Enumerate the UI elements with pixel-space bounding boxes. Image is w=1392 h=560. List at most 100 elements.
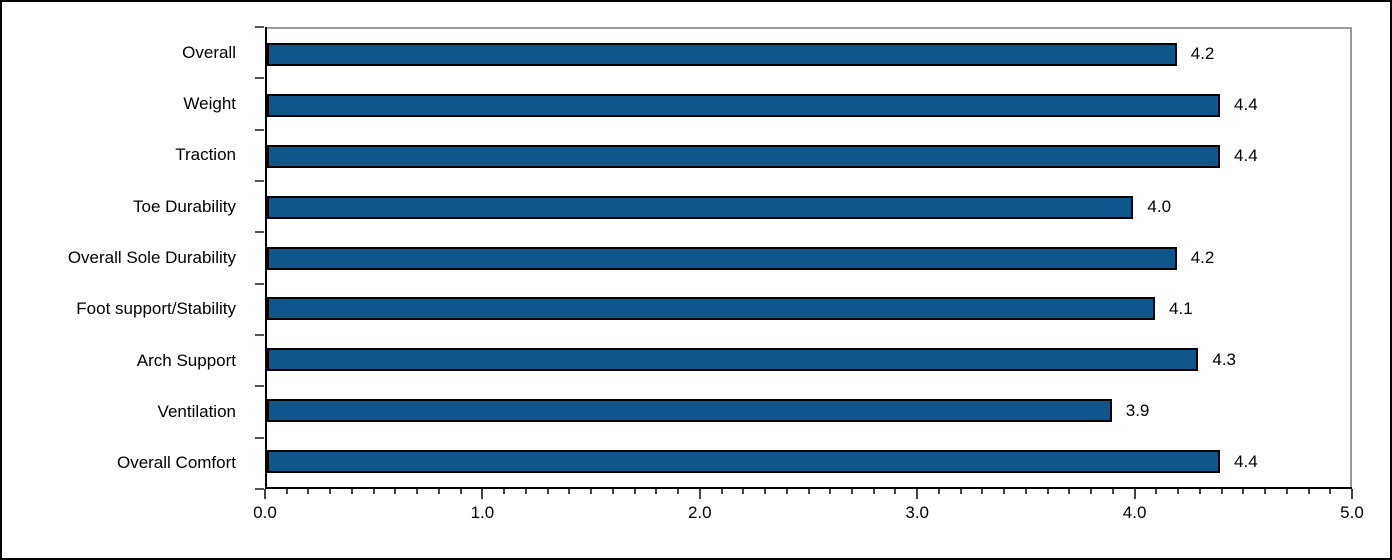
x-axis-minor-tick [307, 489, 310, 494]
category-label: Overall Comfort [116, 453, 236, 473]
y-axis-tick [255, 77, 264, 80]
x-axis-minor-tick [850, 489, 853, 494]
bar [267, 297, 1156, 321]
bar-row: 4.3 [267, 334, 1350, 385]
x-axis-minor-tick [394, 489, 397, 494]
x-axis-minor-tick [329, 489, 332, 494]
category-label: Traction [175, 145, 236, 165]
category-label: Foot support/Stability [76, 299, 236, 319]
bar-value-label: 4.0 [1147, 197, 1172, 217]
bar [267, 399, 1112, 423]
bar-value-label: 3.9 [1125, 400, 1150, 420]
x-axis-major-tick [264, 489, 266, 499]
x-axis-minor-tick [872, 489, 875, 494]
x-axis-minor-tick [894, 489, 897, 494]
x-axis-minor-tick [568, 489, 571, 494]
x-axis-minor-tick [459, 489, 462, 494]
x-axis-line [265, 487, 1352, 489]
x-axis-minor-tick [503, 489, 506, 494]
y-axis-tick [255, 333, 264, 336]
x-axis-minor-tick [1242, 489, 1245, 494]
bar-row: 4.0 [267, 182, 1350, 233]
bar-row: 4.4 [267, 436, 1350, 487]
x-axis-tick-label: 1.0 [470, 503, 495, 522]
x-axis-tick-label: 3.0 [905, 503, 930, 522]
bar-value-label: 4.2 [1190, 248, 1215, 267]
x-axis-minor-tick [1264, 489, 1267, 494]
x-axis-minor-tick [764, 489, 767, 494]
category-label: Arch Support [136, 350, 236, 370]
x-axis-minor-tick [1177, 489, 1180, 494]
x-axis-minor-tick [350, 489, 353, 494]
x-axis-minor-tick [937, 489, 940, 494]
x-axis-minor-tick [981, 489, 984, 494]
x-axis-minor-tick [1111, 489, 1114, 494]
y-axis-tick [255, 231, 264, 234]
bar [267, 195, 1134, 219]
bar-value-label: 4.3 [1212, 349, 1237, 369]
x-axis-major-tick [1133, 489, 1136, 499]
x-axis-minor-tick [546, 489, 549, 494]
category-label: Toe Durability [133, 196, 236, 216]
x-axis-minor-tick [829, 489, 832, 494]
x-axis-tick-labels: 0.0 1.0 2.0 3.0 4.0 5.0 [253, 503, 1364, 527]
category-axis-labels: Overall Weight Traction Toe Durability Overa… [2, 27, 251, 489]
x-axis-minor-tick [1024, 489, 1027, 494]
x-axis-minor-tick [1046, 489, 1049, 494]
bar-value-label: 4.4 [1234, 95, 1258, 115]
x-axis-minor-tick [677, 489, 680, 494]
x-axis-minor-tick [1198, 489, 1201, 494]
x-axis-minor-tick [655, 489, 658, 494]
x-axis-minor-tick [742, 489, 745, 494]
bar-row: 4.2 [267, 233, 1350, 284]
bar-row: 4.2 [267, 29, 1350, 80]
bar [267, 93, 1221, 117]
x-axis-major-tick [698, 489, 701, 499]
x-axis-tick-label: 0.0 [253, 503, 277, 522]
x-axis-minor-tick [1090, 489, 1093, 494]
x-axis-minor-tick [372, 489, 375, 494]
bar-value-label: 4.1 [1169, 298, 1193, 318]
x-axis-minor-tick [285, 489, 288, 494]
bar-row: 4.1 [267, 283, 1350, 334]
x-axis-minor-tick [1068, 489, 1071, 494]
plot-border-top [265, 27, 1352, 29]
y-axis-tick [255, 128, 264, 131]
bar-value-label: 4.4 [1234, 146, 1258, 166]
bar [267, 144, 1221, 168]
x-axis-minor-tick [416, 489, 419, 494]
x-axis-tick-label: 5.0 [1340, 503, 1364, 522]
y-axis-line [265, 27, 267, 489]
y-axis-tick [255, 436, 264, 439]
x-axis-major-tick [1351, 489, 1353, 499]
x-axis-minor-tick [590, 489, 593, 494]
bar-value-label: 4.2 [1190, 44, 1215, 64]
x-axis-minor-tick [611, 489, 614, 494]
bar [267, 42, 1177, 66]
bar-row: 4.4 [267, 80, 1350, 131]
category-label: Overall [182, 42, 236, 62]
category-label: Ventilation [157, 401, 236, 421]
x-axis-minor-tick [1307, 489, 1310, 494]
x-axis-minor-tick [785, 489, 788, 494]
x-axis-minor-tick [1220, 489, 1223, 494]
bar-row: 3.9 [267, 385, 1350, 436]
x-axis-ticks [264, 489, 1353, 503]
bar-value-label: 4.4 [1234, 451, 1258, 471]
bar [267, 246, 1177, 270]
x-axis-minor-tick [959, 489, 962, 494]
y-axis-tick [255, 179, 264, 182]
x-axis-minor-tick [1155, 489, 1158, 494]
plot-area: 4.2 4.4 4.4 4.0 4.2 4.1 4.3 3.9 4.4 0.0 1.0 2.0 3.0… [253, 26, 1364, 522]
bar [267, 450, 1221, 474]
bar-row: 4.4 [267, 131, 1350, 182]
x-axis-minor-tick [1329, 489, 1332, 494]
x-axis-tick-label: 2.0 [687, 503, 712, 522]
y-axis-tick [255, 26, 264, 28]
x-axis-minor-tick [524, 489, 527, 494]
category-label: Overall Sole Durability [67, 247, 236, 267]
x-axis-minor-tick [1003, 489, 1006, 494]
bar [267, 348, 1199, 372]
x-axis-major-tick [481, 489, 484, 499]
